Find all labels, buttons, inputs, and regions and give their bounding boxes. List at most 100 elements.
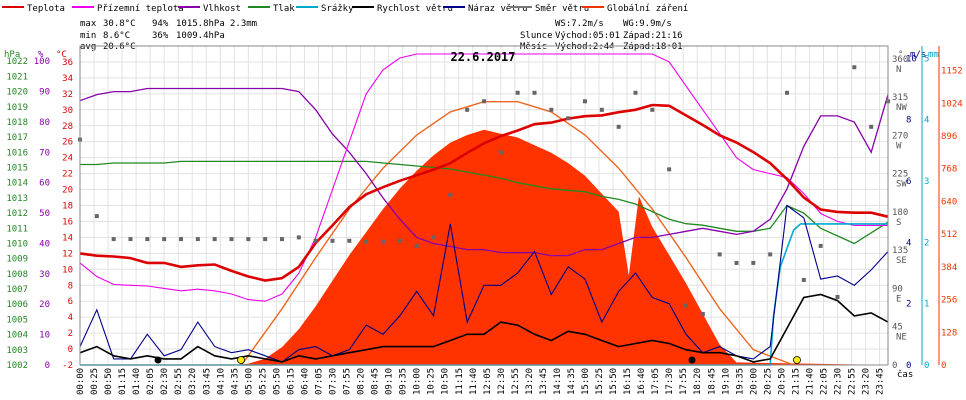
time-tick-label: 15:50 (609, 368, 619, 395)
moon-label: Měsíc (520, 42, 547, 52)
wind-direction-point (431, 235, 436, 240)
temp-tick-label: 32 (62, 90, 73, 100)
wind-direction-point (347, 238, 352, 243)
clear-sky-radiation-line (241, 100, 794, 366)
axis-unit-hpa: hPa (4, 50, 20, 60)
axis-unit-temp: °C (56, 50, 67, 60)
moonset: Západ:18:01 (623, 42, 683, 52)
wind-direction-point (852, 65, 857, 70)
time-tick-label: 16:15 (623, 368, 633, 395)
time-tick-label: 12:05 (483, 368, 493, 395)
humidity-tick-label: 30 (39, 270, 50, 280)
humidity-line (79, 87, 889, 257)
temp-tick-label: 18 (62, 202, 73, 212)
legend-item-naraz-vetru: Náraz větru (443, 4, 528, 14)
wind-direction-point (583, 99, 587, 104)
sunset: Západ:21:16 (623, 31, 683, 41)
time-tick-label: 14:35 (567, 368, 577, 395)
pressure-tick-label: 1002 (6, 361, 28, 371)
wind-direction-point (195, 237, 200, 242)
wind-speed-avg: WS:7.2m/s (555, 19, 604, 29)
radiation-tick-label: 128 (941, 328, 957, 338)
time-tick-label: 02:55 (174, 368, 184, 395)
time-tick-label: 11:40 (469, 368, 479, 395)
direction-tick-label: 180 (892, 208, 908, 218)
time-tick-label: 18:45 (707, 368, 717, 395)
time-tick-label: 10:50 (441, 368, 451, 395)
temp-tick-label: 8 (68, 281, 73, 291)
compass-label: E (896, 294, 901, 304)
time-tick-label: 12:55 (511, 368, 521, 395)
wind-direction-point (650, 107, 655, 112)
avg-temp: 20.6°C (103, 42, 136, 52)
legend-item-tlak: Tlak (248, 4, 295, 14)
time-tick-label: 19:10 (721, 368, 731, 395)
legend-item-rychlost-vetru: Rychlost větru (352, 4, 453, 14)
time-tick-label: 15:00 (581, 368, 591, 395)
max-pressure: 1015.8hPa (176, 19, 225, 29)
legend-label: Teplota (27, 4, 65, 14)
wind-direction-point (397, 238, 402, 243)
direction-tick-label: 270 (892, 131, 908, 141)
wind-direction-point (128, 237, 133, 242)
wind-direction-point (212, 237, 217, 242)
wind-direction-point (869, 124, 874, 129)
humidity-tick-label: 40 (39, 239, 50, 249)
wind-direction-point (785, 90, 789, 95)
time-tick-label: 08:45 (371, 368, 381, 395)
axis-unit-direction: ° (898, 50, 903, 60)
legend-label: Srážky (321, 4, 354, 14)
temp-tick-label: 10 (62, 265, 73, 275)
pressure-tick-label: 1004 (6, 331, 28, 341)
temp-tick-label: 6 (68, 297, 73, 307)
compass-label: NW (896, 103, 907, 113)
direction-tick-label: 135 (892, 246, 908, 256)
time-tick-label: 12:30 (497, 368, 507, 395)
pressure-tick-label: 1012 (6, 209, 28, 219)
wind-speed-tick-label: 10 (906, 54, 917, 64)
wind-direction-point (313, 238, 318, 243)
sunrise-marker (237, 356, 245, 364)
legend-item-smer-vetru: Směr větru (510, 4, 589, 14)
series-layer (79, 53, 889, 366)
wind-direction-layer (78, 65, 890, 316)
temp-tick-label: 12 (62, 249, 73, 259)
time-tick-label: 05:50 (272, 368, 282, 395)
radiation-tick-label: 256 (941, 296, 957, 306)
time-tick-label: 16:40 (637, 368, 647, 395)
wind-direction-point (498, 150, 503, 155)
time-tick-label: 01:40 (132, 368, 142, 395)
moonset-marker (688, 356, 696, 364)
wind-direction-point (700, 311, 705, 316)
wind-direction-point (734, 260, 739, 265)
time-tick-label: 06:40 (300, 368, 310, 395)
legend-item-globalni-zareni: Globální záření (582, 4, 688, 14)
axis-unit-ms: m/s (910, 50, 926, 60)
rain-tick-label: 2 (924, 238, 929, 248)
axes-layer: 363432302826242220181614121086420-210221… (6, 46, 963, 395)
temp-tick-label: 24 (62, 154, 73, 164)
wind-direction-point (818, 243, 823, 248)
min-label: min (80, 31, 96, 41)
time-tick-label: 18:20 (693, 368, 703, 395)
wind-direction-point (768, 252, 773, 257)
time-tick-label: 19:35 (735, 368, 745, 395)
temp-tick-label: -2 (62, 361, 73, 371)
wind-direction-point (179, 237, 183, 242)
time-tick-label: 04:35 (230, 368, 240, 395)
max-label: max (80, 19, 97, 29)
time-tick-label: 15:25 (595, 368, 605, 395)
wind-direction-point (717, 252, 722, 257)
time-tick-label: 00:00 (76, 368, 86, 395)
time-tick-label: 07:05 (314, 368, 324, 395)
legend-label: Náraz větru (468, 4, 528, 14)
wind-direction-point (229, 237, 234, 242)
time-tick-label: 14:10 (553, 368, 563, 395)
time-tick-label: 22:55 (848, 368, 858, 395)
radiation-tick-label: 1024 (941, 99, 963, 109)
wind-speed-tick-label: 6 (906, 177, 911, 187)
temp-tick-label: 16 (62, 217, 73, 227)
pressure-tick-label: 1022 (6, 57, 28, 67)
